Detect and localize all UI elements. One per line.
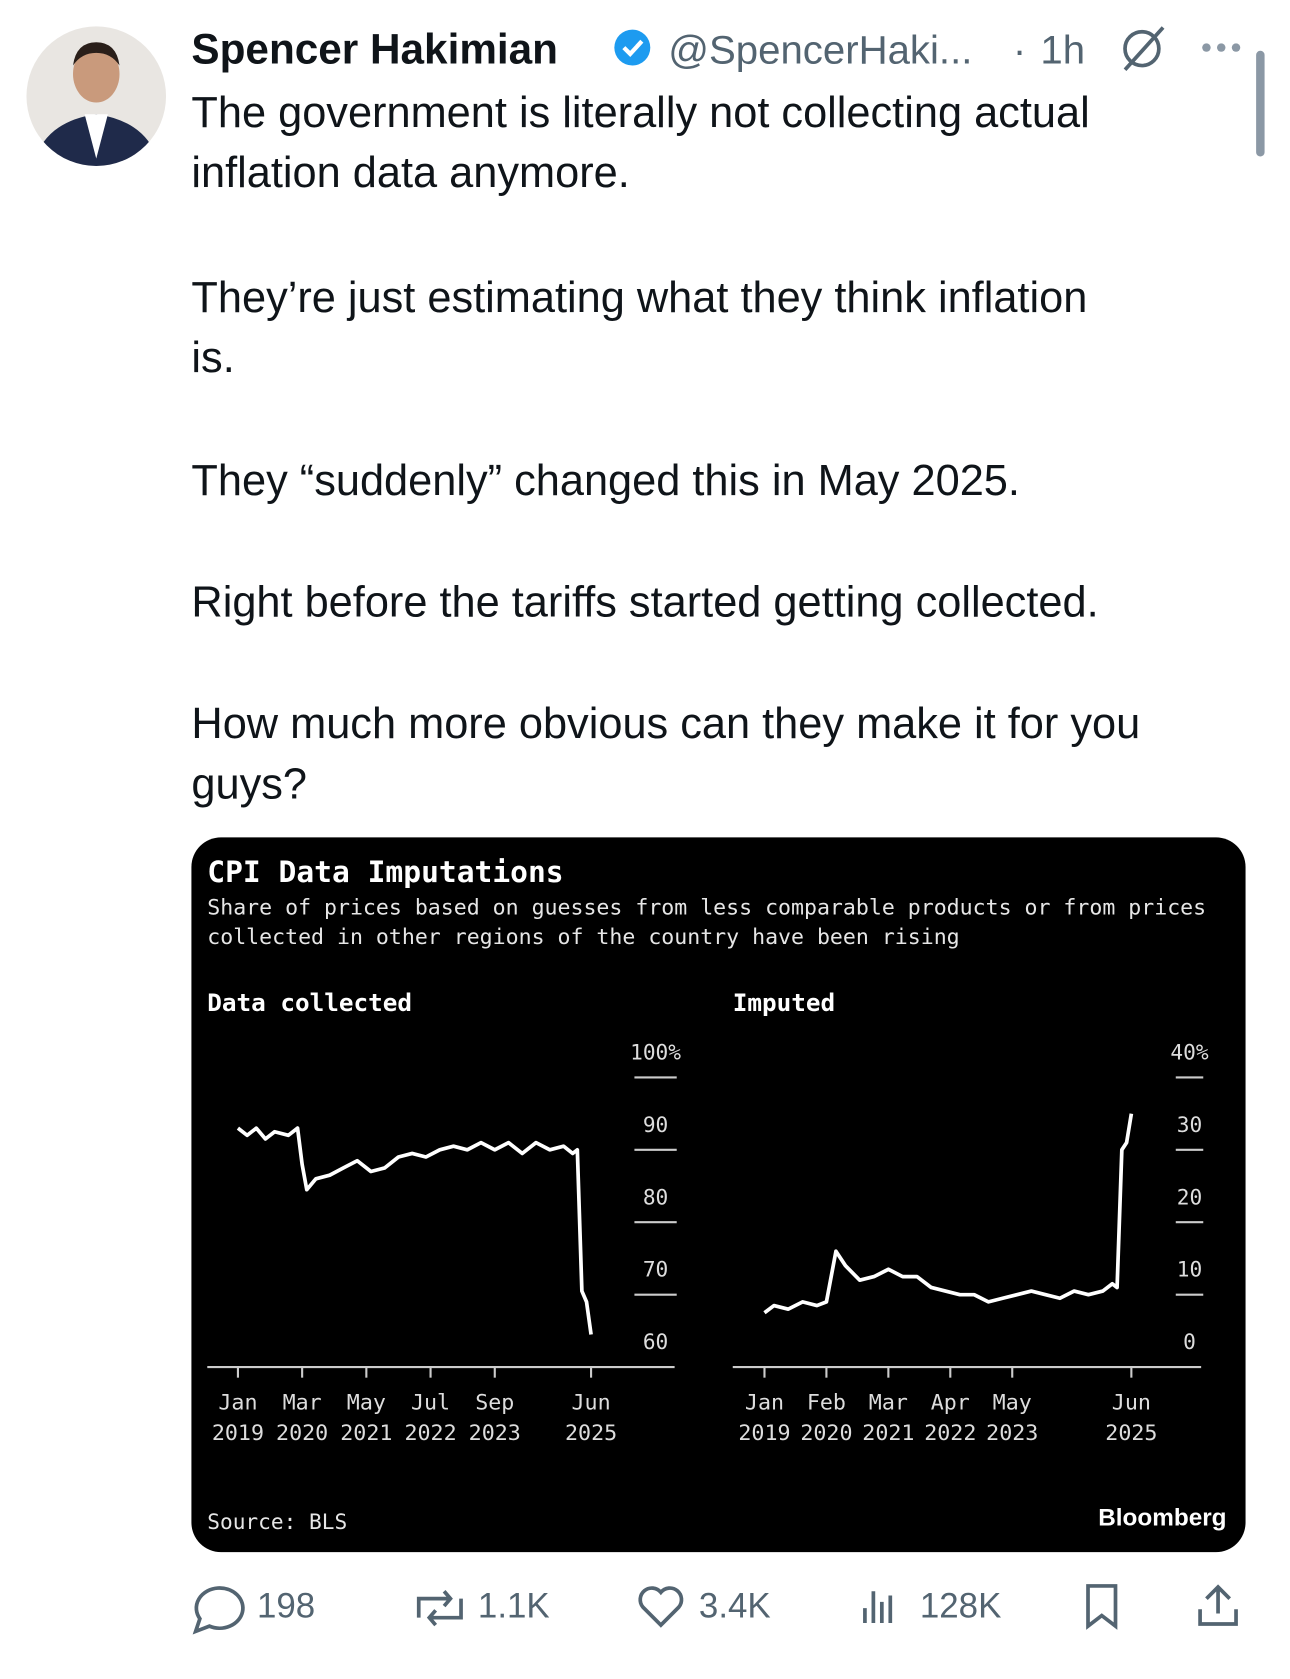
x-tick-label: Jun [572,1390,611,1415]
author-name[interactable]: Spencer Hakimian [191,25,558,72]
more-menu[interactable] [1202,43,1241,52]
reply-count[interactable]: 198 [257,1587,315,1626]
separator: · [1013,27,1026,72]
tweet-line: They “suddenly” changed this in May 2025… [191,457,1020,505]
share-icon[interactable] [1198,1584,1238,1626]
y-tick-label: 0 [1183,1329,1196,1354]
chart-subtitle: Share of prices based on guesses from le… [207,896,1206,921]
x-tick-label: Mar [869,1390,908,1415]
tweet-line: The government is literally not collecti… [191,89,1089,137]
x-tick-label: May [993,1390,1032,1415]
chart-subtitle: collected in other regions of the countr… [207,925,959,950]
x-tick-label: 2025 [1105,1421,1157,1446]
tweet-line: Right before the tariffs started getting… [191,578,1098,626]
bookmark-icon[interactable] [1086,1584,1118,1630]
x-tick-label: 2025 [565,1421,617,1446]
y-tick-label: 70 [643,1257,668,1282]
tweet-text: The government is literally not collecti… [191,89,1140,808]
x-tick-label: 2022 [924,1421,976,1446]
views-icon[interactable] [863,1591,893,1623]
x-tick-label: Jul [411,1390,450,1415]
reply-icon[interactable] [192,1586,245,1635]
x-tick-label: 2023 [469,1421,521,1446]
view-count[interactable]: 128K [920,1587,1001,1626]
y-tick-label: 100% [630,1039,681,1064]
x-tick-label: 2021 [862,1421,914,1446]
source: Source: BLS [207,1509,347,1534]
y-tick-label: 80 [643,1184,668,1209]
y-tick-label: 60 [643,1329,668,1354]
scrollbar [1256,50,1265,157]
like-icon[interactable] [638,1586,684,1628]
grok-icon[interactable] [1123,26,1165,72]
tweet-line: How much more obvious can they make it f… [191,700,1140,748]
x-tick-label: 2019 [212,1421,264,1446]
avatar[interactable] [26,26,167,169]
actions: 198 1.1K 3.4K 128K [192,1584,1238,1635]
x-tick-label: 2019 [738,1421,790,1446]
tweet-line: inflation data anymore. [191,149,629,197]
data-line [763,1113,1134,1315]
x-tick-label: 2020 [276,1421,328,1446]
x-tick-label: May [347,1390,386,1415]
y-tick-label: 10 [1177,1257,1202,1282]
chart-title: CPI Data Imputations [207,855,563,889]
panel-title: Data collected [207,988,412,1017]
y-tick-label: 90 [643,1112,668,1137]
handle[interactable]: @SpencerHaki... [668,27,972,72]
x-tick-label: Jan [745,1390,784,1415]
repost-count[interactable]: 1.1K [478,1587,550,1626]
x-tick-label: Jan [218,1390,257,1415]
y-tick-label: 30 [1177,1112,1202,1137]
x-tick-label: 2023 [986,1421,1038,1446]
x-tick-label: 2021 [340,1421,392,1446]
x-tick-label: Mar [283,1390,322,1415]
verified-badge [614,29,651,66]
y-tick-label: 20 [1177,1184,1202,1209]
repost-icon[interactable] [416,1590,463,1627]
panel-title: Imputed [733,988,835,1017]
chart-card[interactable] [191,837,1246,1553]
x-tick-label: Sep [475,1390,514,1415]
x-tick-label: Apr [931,1390,970,1415]
x-tick-label: 2022 [404,1421,456,1446]
tweet-line: is. [191,334,234,382]
brand: Bloomberg [1098,1505,1226,1532]
timestamp[interactable]: 1h [1040,27,1085,72]
like-count[interactable]: 3.4K [699,1587,771,1626]
tweet-line: guys? [191,760,307,808]
data-line [236,1126,593,1335]
x-tick-label: Jun [1112,1390,1151,1415]
x-tick-label: 2020 [800,1421,852,1446]
x-tick-label: Feb [807,1390,846,1415]
tweet-line: They’re just estimating what they think … [191,274,1087,322]
y-tick-label: 40% [1170,1039,1208,1064]
charts: Data collected60708090100%Jan2019Mar2020… [207,988,1209,1446]
